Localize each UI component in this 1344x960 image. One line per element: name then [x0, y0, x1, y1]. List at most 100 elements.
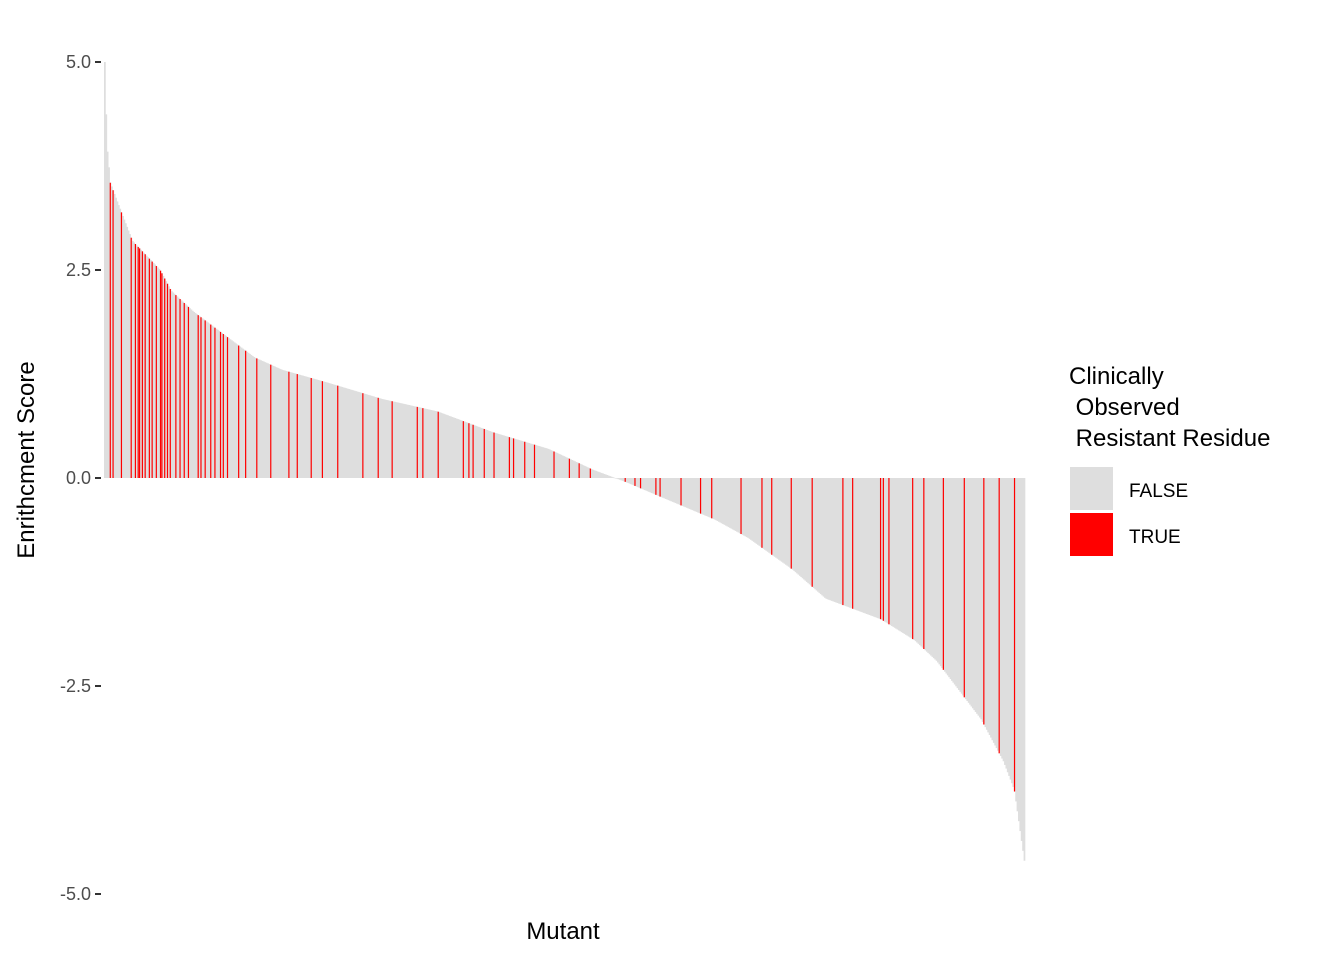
bar	[741, 478, 744, 535]
bar	[334, 384, 336, 478]
bar	[441, 413, 444, 478]
bar	[201, 318, 204, 478]
bar	[727, 478, 730, 528]
bar	[764, 478, 766, 550]
bar-highlighted	[120, 212, 123, 479]
bar	[413, 406, 416, 478]
bar	[385, 399, 388, 478]
bar	[690, 478, 692, 510]
bar	[877, 478, 879, 619]
bar	[980, 478, 983, 720]
bar-highlighted	[226, 337, 229, 478]
bar	[652, 478, 655, 494]
bar	[122, 215, 124, 479]
bar	[951, 478, 953, 681]
bar	[611, 477, 614, 478]
bar	[903, 478, 906, 634]
bar	[247, 352, 250, 478]
bar	[325, 382, 328, 478]
bar-highlighted	[238, 345, 240, 478]
bar	[504, 435, 507, 478]
bar	[692, 478, 695, 511]
bar	[976, 478, 978, 714]
bar	[945, 478, 948, 674]
bar	[498, 434, 501, 478]
bar	[543, 447, 546, 478]
bar	[363, 393, 366, 478]
bar	[254, 357, 257, 478]
bar	[829, 478, 832, 601]
bar	[380, 398, 383, 478]
bar-highlighted	[159, 270, 162, 478]
bar-highlighted	[624, 478, 626, 482]
bar	[406, 404, 409, 478]
bar	[342, 387, 345, 478]
bar	[339, 386, 342, 478]
bar	[536, 445, 539, 478]
bar	[274, 366, 276, 478]
bar	[648, 478, 650, 492]
bar	[973, 478, 976, 711]
bar	[939, 478, 942, 667]
bar	[906, 478, 909, 636]
bar	[768, 478, 770, 553]
bar	[133, 242, 136, 478]
bar	[299, 374, 302, 478]
bar	[850, 478, 853, 609]
bar-highlighted	[130, 237, 132, 478]
bar	[953, 478, 956, 685]
bar	[831, 478, 833, 601]
bar	[807, 478, 810, 584]
bar	[397, 402, 399, 478]
bar	[907, 478, 910, 637]
bar	[884, 478, 886, 622]
bar	[304, 376, 307, 478]
bar	[119, 208, 122, 479]
bar	[427, 409, 430, 478]
bar	[184, 304, 187, 478]
bar	[521, 440, 523, 478]
bar	[279, 369, 282, 478]
legend-label-false: FALSE	[1129, 481, 1188, 502]
bar	[991, 478, 994, 741]
bar	[458, 419, 461, 478]
bar	[152, 263, 155, 478]
bar	[988, 478, 991, 735]
bar	[1008, 478, 1010, 776]
bar	[306, 376, 309, 478]
bar	[461, 420, 463, 478]
bar	[791, 478, 794, 570]
bar	[819, 478, 822, 595]
bar	[637, 478, 639, 488]
bar	[671, 478, 674, 502]
legend: Clinically Observed Resistant Residue FA…	[1069, 363, 1270, 556]
bar-highlighted	[852, 478, 854, 609]
bar	[303, 376, 306, 478]
bar	[726, 478, 729, 527]
bar	[607, 475, 610, 478]
bar-highlighted	[912, 478, 914, 640]
bar	[268, 364, 271, 478]
bar-highlighted	[771, 478, 773, 555]
bar	[616, 478, 618, 479]
bar-highlighted	[321, 381, 323, 478]
bar	[558, 454, 561, 478]
bar	[701, 478, 703, 515]
bar	[517, 439, 519, 478]
bar	[814, 478, 817, 590]
bar	[794, 478, 797, 573]
bar-highlighted	[983, 478, 985, 725]
bar	[345, 388, 348, 478]
bar	[684, 478, 687, 508]
bar	[715, 478, 717, 521]
bar-highlighted	[422, 408, 424, 478]
bar	[344, 387, 346, 478]
bar	[324, 381, 327, 478]
bar-highlighted	[245, 350, 247, 478]
bar	[544, 448, 547, 478]
bar	[176, 296, 179, 478]
bar	[479, 427, 482, 478]
bar	[392, 401, 395, 478]
bar	[667, 478, 670, 501]
bar	[645, 478, 648, 491]
